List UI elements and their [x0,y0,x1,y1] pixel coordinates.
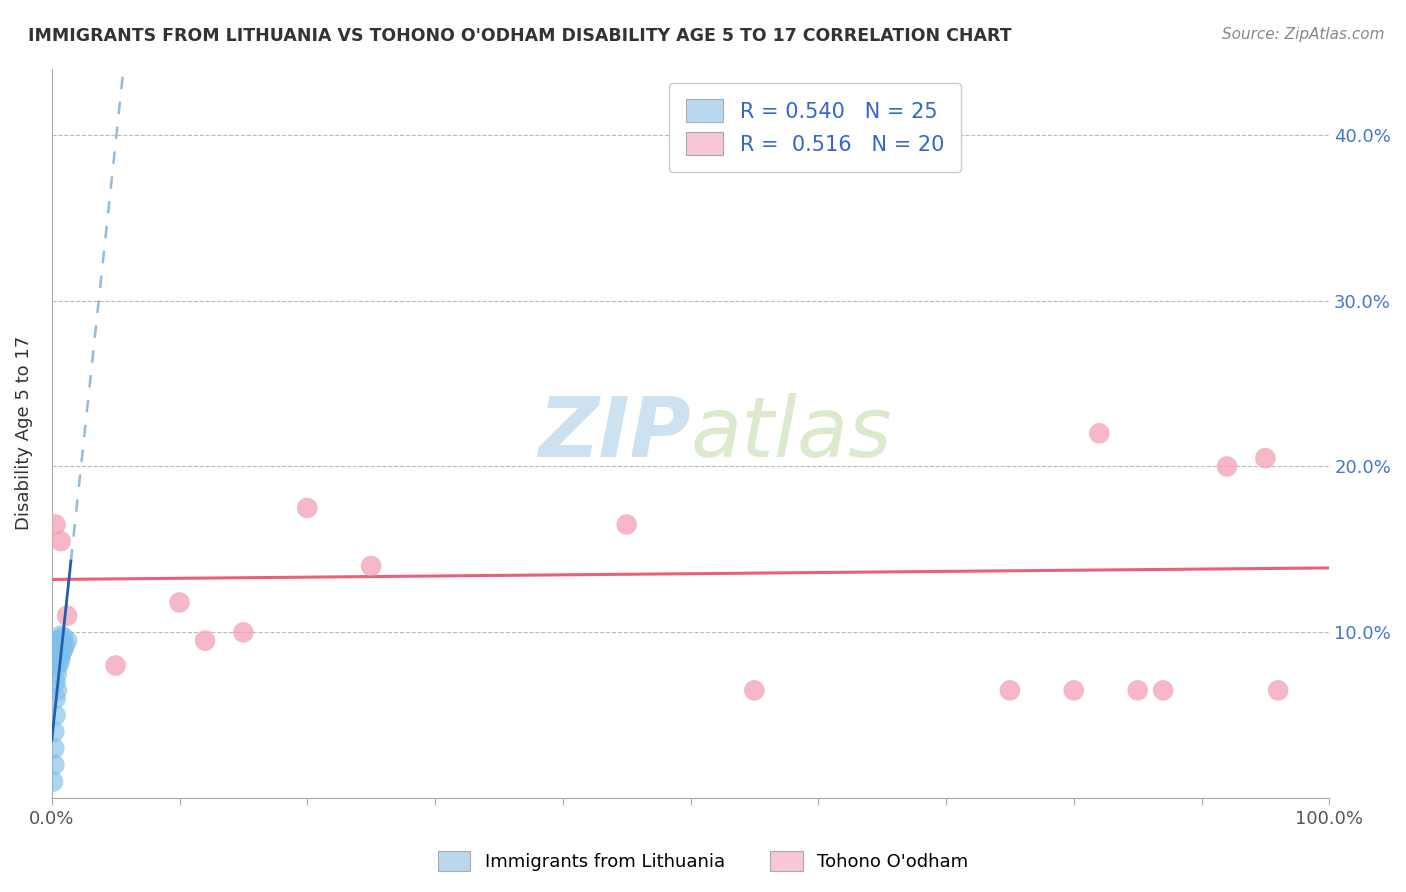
Legend: R = 0.540   N = 25, R =  0.516   N = 20: R = 0.540 N = 25, R = 0.516 N = 20 [669,83,962,172]
Point [45,666,67,681]
Point [42,774,65,789]
Point [232,625,254,640]
Point [1126,683,1149,698]
Text: atlas: atlas [690,392,893,474]
Point [45,517,67,532]
Point [616,517,638,532]
Point [45,650,67,665]
Y-axis label: Disability Age 5 to 17: Disability Age 5 to 17 [15,336,32,531]
Point [45,691,67,706]
Point [1152,683,1174,698]
Point [360,559,382,574]
Text: ZIP: ZIP [538,392,690,474]
Text: Source: ZipAtlas.com: Source: ZipAtlas.com [1222,27,1385,42]
Point [56,633,79,648]
Point [46,641,69,656]
Point [44,724,66,739]
Point [1216,459,1239,474]
Point [56,608,79,623]
Point [52,641,75,656]
Point [49,534,72,549]
Point [104,658,127,673]
Point [744,683,766,698]
Legend: Immigrants from Lithuania, Tohono O'odham: Immigrants from Lithuania, Tohono O'odha… [430,844,976,879]
Point [45,708,67,723]
Point [45,675,67,690]
Point [1063,683,1085,698]
Point [46,658,69,673]
Point [194,633,217,648]
Point [49,629,72,643]
Point [46,633,69,648]
Point [998,683,1021,698]
Point [48,645,70,659]
Point [52,630,75,644]
Point [53,639,76,653]
Point [49,650,72,665]
Point [169,595,191,609]
Point [1254,451,1277,466]
Point [44,741,66,756]
Point [807,153,830,167]
Point [1267,683,1289,698]
Point [297,500,319,515]
Point [1088,426,1111,441]
Point [48,633,70,648]
Point [51,633,73,648]
Text: IMMIGRANTS FROM LITHUANIA VS TOHONO O'ODHAM DISABILITY AGE 5 TO 17 CORRELATION C: IMMIGRANTS FROM LITHUANIA VS TOHONO O'OD… [28,27,1012,45]
Point [51,645,73,659]
Point [44,758,66,772]
Point [45,683,67,698]
Point [48,655,70,669]
Point [49,639,72,653]
